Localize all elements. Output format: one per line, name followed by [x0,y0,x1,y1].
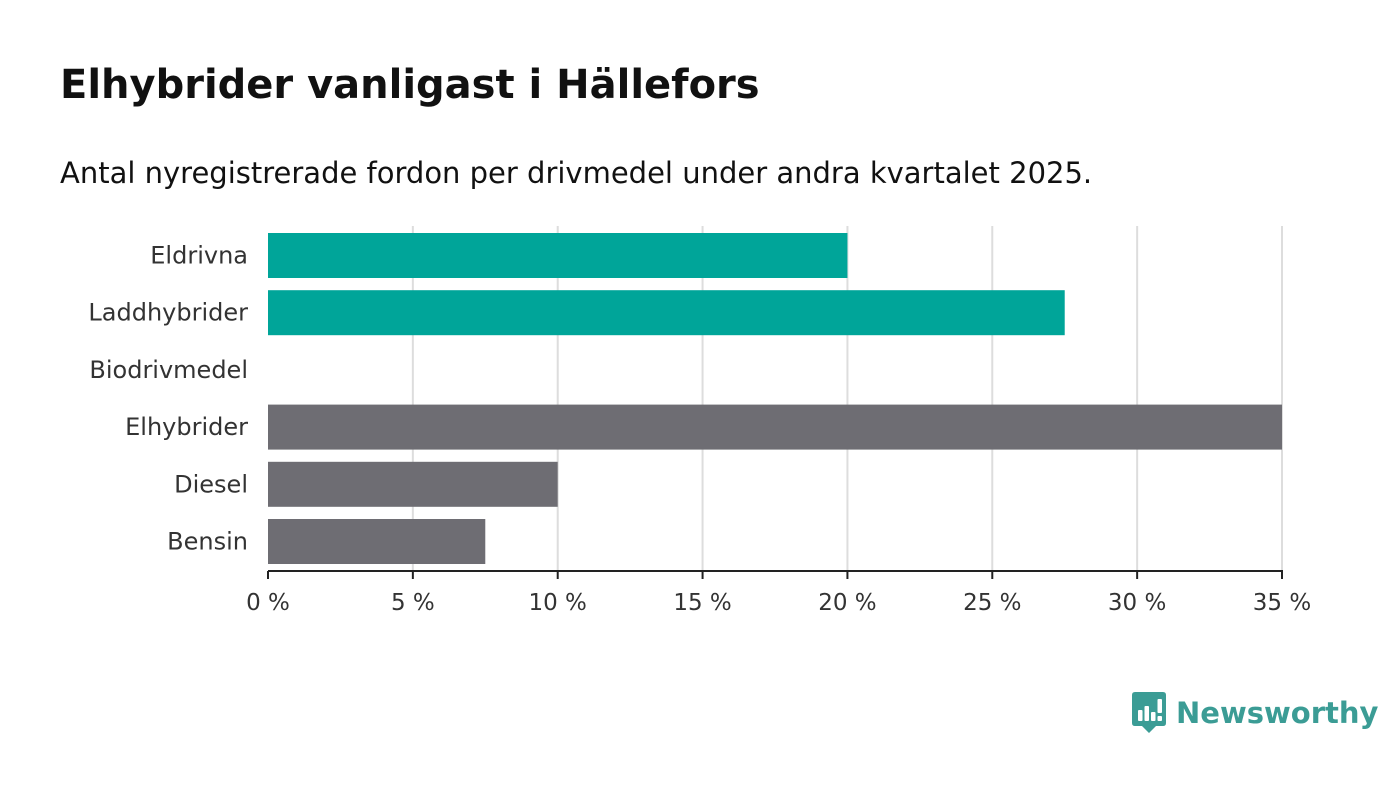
category-label: Diesel [174,470,248,498]
x-tick-label: 35 % [1253,590,1311,616]
x-tick-label: 25 % [963,590,1021,616]
x-axis: 0 % 5 % 10 % 15 % 20 % 25 % 30 % 35 % [246,570,1311,616]
grid-lines [411,226,1283,571]
chart-title: Elhybrider vanligast i Hällefors [60,62,760,108]
category-labels: Eldrivna Laddhybrider Biodrivmedel Elhybrid… [88,242,248,556]
bar-elhybrider [268,404,1282,450]
brand-name: Newsworthy [1176,696,1379,730]
bars [268,233,1282,564]
category-label: Eldrivna [150,242,248,270]
x-tick-label: 15 % [673,590,731,616]
bar-laddhybrider [268,290,1065,336]
chart-subtitle: Antal nyregistrerade fordon per drivmede… [60,156,1093,190]
bar-bensin [268,519,486,564]
x-tick-label: 30 % [1108,590,1166,616]
bar-chart-speech-bubble-icon [1132,692,1166,733]
category-label: Elhybrider [125,413,248,441]
bar-diesel [268,461,558,507]
category-label: Biodrivmedel [89,356,248,384]
category-label: Laddhybrider [88,299,248,327]
newsworthy-logo: Newsworthy [1132,692,1378,734]
x-tick-label: 5 % [391,590,435,616]
x-tick-label: 10 % [528,590,586,616]
x-tick-label: 0 % [246,590,290,616]
x-tick-label: 20 % [818,590,876,616]
bar-eldrivna [268,233,848,278]
category-label: Bensin [167,528,248,556]
